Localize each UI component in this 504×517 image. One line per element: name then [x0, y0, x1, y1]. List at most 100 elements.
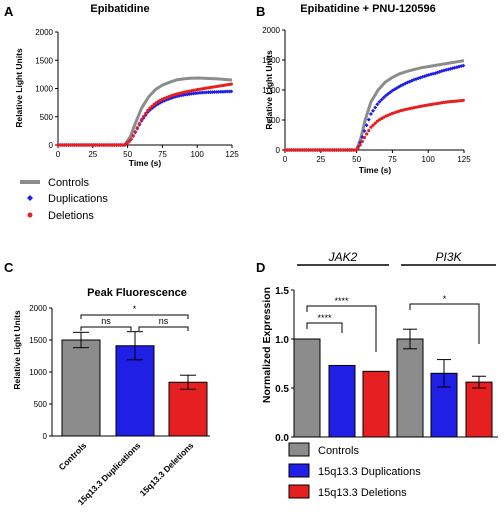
chart-b-series-deletions — [283, 98, 465, 152]
panel-letter-b: B — [256, 4, 265, 19]
chart-a-xtick-label: 50 — [123, 150, 132, 159]
legend-d-deletions-label: 15q13.3 Deletions — [318, 487, 407, 499]
chart-a-ytick-label: 500 — [40, 113, 54, 122]
chart-b-xlabel: Time (s) — [359, 165, 392, 175]
chart-a-point-duplications — [227, 89, 232, 94]
chart-c-sig-bracket — [138, 326, 189, 331]
chart-b-point-deletions — [369, 125, 373, 129]
chart-a-xtick-label: 125 — [225, 150, 239, 159]
chart-a-point-duplications — [218, 89, 223, 94]
chart-a-point-deletions — [148, 106, 152, 110]
chart-d-ylabel: Normalized Expression — [261, 287, 273, 403]
chart-b-point-deletions — [373, 121, 377, 125]
legend-duplications-label: Duplications — [48, 193, 108, 205]
chart-d-sig-bracket — [409, 303, 480, 344]
chart-c-sig-label: ns — [159, 316, 169, 326]
chart-b-point-duplications — [381, 95, 386, 100]
chart-d-sig-label: **** — [317, 313, 332, 323]
chart-b-point-deletions — [367, 128, 371, 133]
chart-b-point-deletions — [461, 98, 465, 102]
chart-d-ytick-label: 0.5 — [275, 384, 289, 395]
legend-d-duplications-swatch — [288, 463, 310, 478]
chart-a-point-duplications — [208, 90, 213, 95]
chart-b-xtick-label: 125 — [457, 155, 471, 164]
chart-b-point-deletions — [360, 139, 364, 143]
chart-d-bar-0-1 — [328, 364, 356, 438]
chart-a-ytick-label: 2000 — [35, 28, 53, 37]
chart-a-point-duplications — [212, 90, 217, 95]
chart-b-ytick-label: 0 — [276, 146, 281, 155]
chart-d-bar-1-2 — [465, 381, 493, 438]
chart-c-ytick-label: 0 — [43, 432, 48, 441]
chart-b-point-deletions — [362, 135, 367, 140]
chart-b-point-duplications — [371, 108, 376, 113]
chart-c-category-label: 15q13.3 Deletions — [138, 440, 196, 498]
chart-a-point-deletions — [131, 133, 135, 138]
chart-b-series-controls — [285, 59, 465, 152]
chart-c-ytick-label: 2000 — [29, 304, 47, 313]
legend-controls-label: Controls — [48, 177, 89, 189]
chart-d-bar-0-0 — [293, 338, 321, 438]
chart-a-point-duplications — [223, 89, 228, 94]
chart-a-point-deletions — [144, 111, 148, 116]
chart-a-xtick-label: 0 — [56, 150, 61, 159]
chart-b-xtick-label: 25 — [316, 155, 325, 164]
chart-a-point-deletions — [142, 114, 146, 119]
chart-a-ytick-label: 1500 — [35, 56, 53, 65]
chart-c-sig-bracket — [80, 326, 132, 331]
chart-a-series-controls — [58, 76, 233, 147]
chart-c-sig-label: ns — [101, 316, 111, 326]
chart-c-category-label: Controls — [57, 440, 89, 472]
legend-deletions-dot — [27, 212, 33, 218]
chart-d-sig-bracket — [306, 305, 377, 352]
chart-d-bar-1-0 — [396, 338, 424, 438]
chart-c-ytick-label: 1500 — [29, 336, 47, 345]
chart-a-point-duplications — [229, 89, 234, 94]
chart-a-point-deletions — [139, 117, 144, 122]
legend-d-controls-label: Controls — [318, 445, 359, 457]
chart-a-series-deletions — [56, 82, 233, 147]
panel-letter-d: D — [256, 260, 265, 275]
chart-c-bar-1 — [115, 345, 155, 437]
chart-b: 0 500 1000 1500 2000 0 25 50 75 100 125 — [262, 26, 471, 164]
chart-a-point-deletions — [137, 122, 142, 126]
chart-c-sig-label: * — [133, 304, 137, 314]
chart-d-group-label: JAK2 — [328, 250, 358, 264]
chart-b-ylabel: Relative Light Units — [264, 50, 274, 130]
chart-b-point-duplications — [461, 63, 466, 68]
chart-b-series-duplications — [283, 63, 466, 152]
chart-a: 0 500 1000 1500 2000 0 25 50 75 100 125 — [35, 28, 239, 159]
chart-b-point-duplications — [375, 102, 380, 107]
chart-b-point-deletions — [371, 123, 375, 127]
chart-c-bar-0 — [61, 339, 101, 437]
chart-a-point-duplications — [210, 90, 215, 95]
chart-b-point-deletions — [356, 146, 360, 150]
chart-d-ytick-label: 1.0 — [275, 335, 289, 346]
chart-b-point-duplications — [377, 99, 382, 104]
chart-a-xtick-label: 75 — [158, 150, 167, 159]
chart-a-point-duplications — [206, 90, 211, 95]
chart-a-xtick-label: 100 — [191, 150, 205, 159]
chart-b-point-duplications — [368, 112, 373, 116]
legend-duplications-diamond — [27, 195, 33, 201]
chart-d-sig-bracket — [306, 322, 343, 333]
legend-top: Controls Duplications Deletions — [20, 177, 108, 222]
chart-d-group-label: PI3K — [435, 250, 462, 264]
chart-a-series-duplications — [56, 89, 234, 147]
chart-a-point-duplications — [220, 89, 225, 94]
chart-b-xtick-label: 0 — [283, 155, 288, 164]
chart-a-ytick-label: 0 — [49, 141, 54, 150]
chart-a-point-deletions — [150, 104, 154, 108]
chart-a-point-duplications — [204, 90, 209, 95]
chart-a-title: Epibatidine — [90, 3, 149, 15]
chart-b-ytick-label: 2000 — [262, 26, 280, 35]
chart-b-point-duplications — [362, 129, 367, 133]
chart-b-title: Epibatidine + PNU-120596 — [300, 3, 435, 15]
chart-b-point-deletions — [358, 143, 362, 147]
chart-a-point-deletions — [229, 82, 233, 86]
chart-a-point-deletions — [127, 140, 131, 144]
chart-a-point-deletions — [135, 126, 139, 130]
chart-c-ytick-label: 1000 — [29, 368, 47, 377]
